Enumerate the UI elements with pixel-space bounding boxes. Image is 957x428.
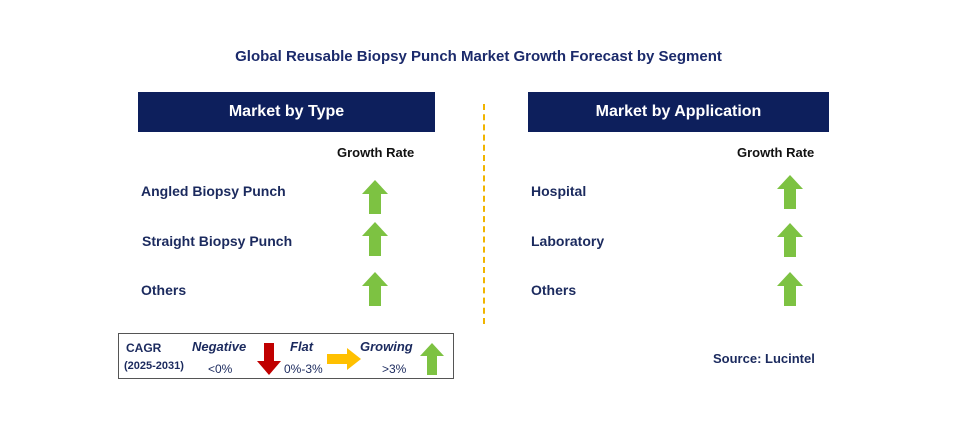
arrow-up-green-icon	[362, 272, 388, 306]
legend-period: (2025-2031)	[124, 360, 184, 372]
type-item-straight: Straight Biopsy Punch	[142, 233, 293, 249]
application-item-laboratory: Laboratory	[531, 233, 605, 249]
application-item-hospital: Hospital	[531, 183, 587, 199]
application-growth-rate-label: Growth Rate	[737, 145, 815, 160]
legend-growing-value: >3%	[382, 362, 407, 376]
legend-growing-label: Growing	[360, 339, 413, 354]
arrow-up-green-icon	[362, 222, 388, 256]
legend-cagr-label: CAGR	[126, 341, 162, 355]
cagr-legend: CAGR (2025-2031) Negative <0% Flat 0%-3%…	[118, 333, 454, 379]
market-by-application-header: Market by Application	[528, 92, 829, 132]
type-item-angled: Angled Biopsy Punch	[141, 183, 286, 199]
arrow-up-green-icon	[362, 180, 388, 214]
arrow-up-green-icon	[777, 223, 803, 257]
legend-flat-label: Flat	[290, 339, 314, 354]
type-growth-rate-label: Growth Rate	[337, 145, 415, 160]
legend-negative-value: <0%	[208, 362, 233, 376]
arrow-up-green-icon	[420, 343, 444, 375]
type-item-others: Others	[141, 282, 187, 298]
arrow-down-red-icon	[257, 343, 281, 375]
arrow-right-yellow-icon	[327, 348, 361, 370]
source-note: Source: Lucintel	[713, 351, 815, 366]
arrow-up-green-icon	[777, 175, 803, 209]
legend-negative-label: Negative	[192, 339, 247, 354]
arrow-up-green-icon	[777, 272, 803, 306]
market-by-type-header: Market by Type	[138, 92, 435, 132]
panel-divider	[483, 104, 485, 324]
legend-flat-value: 0%-3%	[284, 362, 323, 376]
chart-title: Global Reusable Biopsy Punch Market Grow…	[235, 48, 722, 65]
application-item-others: Others	[531, 282, 577, 298]
